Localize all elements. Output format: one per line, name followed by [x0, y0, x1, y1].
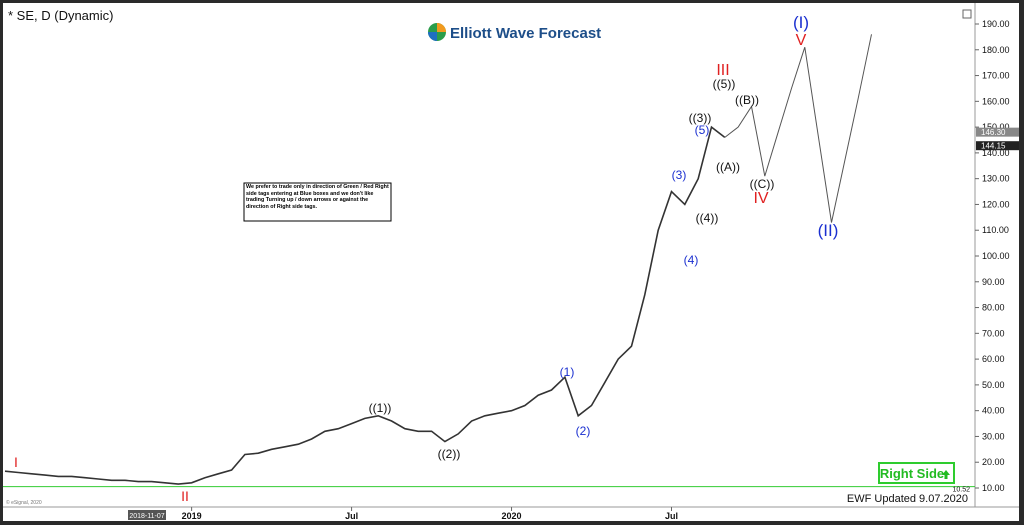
price-marker-box: [976, 127, 1019, 137]
wave-label: ((1)): [369, 401, 392, 415]
cursor-date-box: [128, 510, 166, 520]
wave-label: ((3)): [689, 111, 712, 125]
logo-icon: [428, 32, 437, 41]
wave-label: ((C)): [750, 177, 775, 191]
y-tick-label: 110.00: [982, 225, 1009, 235]
y-tick-label: 150.00: [982, 122, 1010, 132]
y-tick-label: 180.00: [982, 45, 1010, 55]
wave-label: ((5)): [713, 77, 736, 91]
y-tick-label: 10.00: [982, 483, 1005, 493]
wave-label: I: [14, 454, 18, 470]
wave-label: III: [716, 62, 729, 79]
note: We prefer to trade only in direction of …: [246, 184, 389, 210]
cursor-date: 2018-11-07: [129, 513, 164, 520]
wave-label: V: [796, 32, 807, 49]
note-box: [243, 182, 392, 222]
up-arrow: [942, 470, 950, 479]
wave-label: (1): [560, 365, 575, 379]
price-marker: 144.15: [981, 142, 1006, 151]
note-text: We prefer to trade only in direction of …: [246, 184, 389, 210]
y-tick-label: 70.00: [982, 328, 1005, 338]
price-line: [724, 34, 872, 223]
y-tick-label: 40.00: [982, 406, 1005, 416]
logo: Elliott Wave Forecast: [428, 23, 601, 42]
y-tick-label: 50.00: [982, 380, 1005, 390]
price-marker: 146.30: [981, 128, 1006, 137]
wave-label: (I): [793, 13, 809, 32]
y-tick-label: 90.00: [982, 277, 1005, 287]
y-tick-label: 140.00: [982, 148, 1010, 158]
wave-label: ((2)): [438, 447, 461, 461]
y-tick-label: 60.00: [982, 354, 1005, 364]
x-tick-label: 2019: [182, 511, 202, 521]
x-tick-label: Jul: [665, 511, 678, 521]
wave-label: ((B)): [735, 93, 759, 107]
y-tick-label: 170.00: [982, 71, 1010, 81]
x-tick-label: 2020: [502, 511, 522, 521]
y-tick-label: 130.00: [982, 174, 1010, 184]
x-tick-label: Jul: [345, 511, 358, 521]
brand: Elliott Wave Forecast: [450, 25, 601, 42]
right-side: Right Side: [880, 466, 944, 481]
right-side-box: [878, 462, 955, 484]
y-tick-label: 20.00: [982, 457, 1005, 467]
settings-icon[interactable]: [962, 9, 972, 19]
wave-label: II: [181, 488, 189, 504]
y-tick-label: 30.00: [982, 431, 1005, 441]
price-marker: 10.52: [952, 487, 970, 494]
y-tick-label: 100.00: [982, 251, 1010, 261]
y-tick-label: 120.00: [982, 199, 1010, 209]
plot-bg: [3, 3, 1019, 521]
wave-label: IV: [753, 190, 768, 207]
wave-label: (5): [695, 123, 710, 137]
price-marker-box: [976, 141, 1019, 151]
chart-title: * SE, D (Dynamic): [8, 8, 113, 23]
wave-label: (3): [672, 168, 687, 182]
price-line: [4, 125, 726, 485]
wave-label: (4): [684, 253, 699, 267]
wave-label: ((A)): [716, 160, 740, 174]
y-tick-label: 80.00: [982, 303, 1005, 313]
y-tick-label: 190.00: [982, 19, 1010, 29]
updated: EWF Updated 9.07.2020: [847, 493, 968, 505]
wave-label: ((4)): [696, 211, 719, 225]
copyright: © eSignal, 2020: [6, 499, 42, 506]
logo-icon: [437, 23, 446, 32]
wave-label: (II): [818, 221, 839, 240]
y-tick-label: 160.00: [982, 96, 1010, 106]
wave-label: (2): [576, 424, 591, 438]
